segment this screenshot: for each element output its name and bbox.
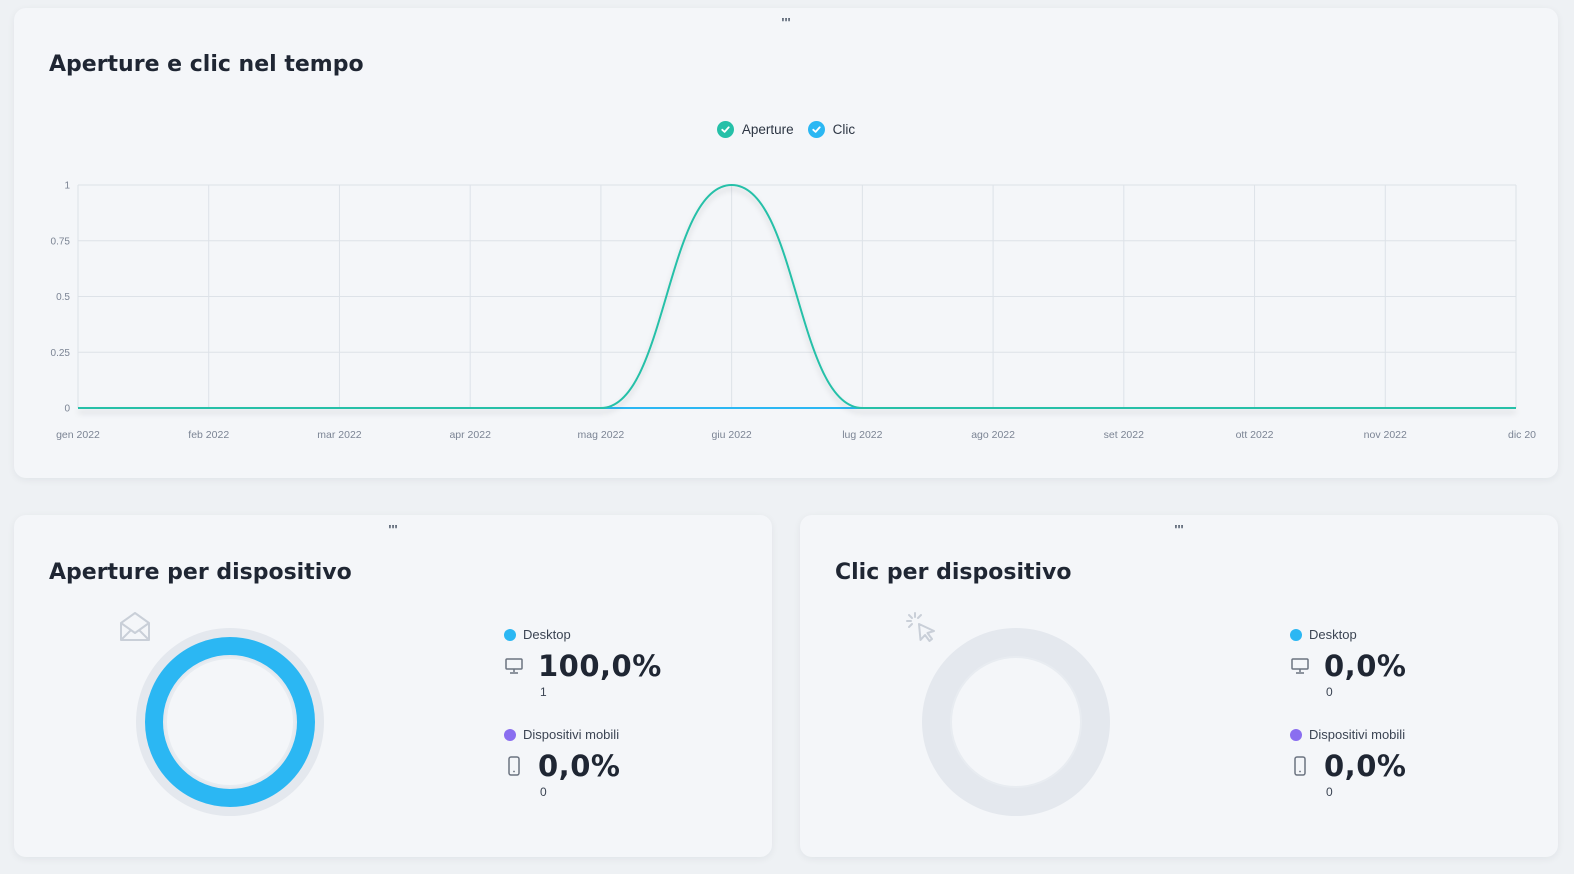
stat-count: 0 xyxy=(1326,785,1333,799)
stat-count: 0 xyxy=(1326,685,1333,699)
x-tick-label: mag 2022 xyxy=(578,429,625,441)
x-tick-label: giu 2022 xyxy=(711,429,751,441)
y-tick-label: 0 xyxy=(64,404,70,415)
x-tick-label: ago 2022 xyxy=(971,429,1015,441)
monitor-icon xyxy=(1290,655,1310,677)
check-icon xyxy=(716,121,734,138)
clicks-device-stats: Desktop 0,0% 0 Dispositivi mobili 0,0% xyxy=(1290,627,1530,827)
x-tick-label: set 2022 xyxy=(1104,429,1144,441)
phone-icon xyxy=(504,755,524,777)
drag-handle[interactable]: ''' xyxy=(1174,522,1184,537)
opens-device-stats: Desktop 100,0% 1 Dispositivi mobili 0,0% xyxy=(504,627,744,827)
legend-label: Aperture xyxy=(741,122,794,137)
y-tick-label: 0.25 xyxy=(51,348,71,359)
x-tick-label: nov 2022 xyxy=(1364,429,1407,441)
stat-percent: 0,0% xyxy=(1324,649,1407,683)
x-tick-label: apr 2022 xyxy=(449,429,491,441)
stat-label: Dispositivi mobili xyxy=(1309,727,1406,742)
x-tick-label: feb 2022 xyxy=(188,429,229,441)
cursor-click-icon xyxy=(906,612,935,642)
desktop-dot xyxy=(504,628,516,641)
mobile-dot xyxy=(504,728,516,741)
stat-percent: 0,0% xyxy=(538,749,621,783)
x-tick-label: mar 2022 xyxy=(317,429,362,441)
stat-percent: 0,0% xyxy=(1324,749,1407,783)
chart-legend: Aperture Clic xyxy=(14,121,1558,138)
timeline-title: Aperture e clic nel tempo xyxy=(49,52,364,77)
opens-by-device-card: ''' Aperture per dispositivo Desktop xyxy=(14,515,772,857)
stat-desktop: Desktop 100,0% 1 xyxy=(504,627,744,727)
opens-by-device-title: Aperture per dispositivo xyxy=(49,560,352,585)
stat-count: 1 xyxy=(540,685,547,699)
monitor-icon xyxy=(504,655,524,677)
clicks-by-device-card: ''' Clic per dispositivo Desktop 0,0% xyxy=(800,515,1558,857)
stat-label: Dispositivi mobili xyxy=(523,727,620,742)
stat-count: 0 xyxy=(540,785,547,799)
clicks-donut-chart[interactable] xyxy=(906,612,1111,817)
y-tick-label: 1 xyxy=(64,181,70,192)
x-tick-label: dic 20 xyxy=(1508,429,1536,441)
legend-label: Clic xyxy=(832,122,856,137)
x-tick-label: gen 2022 xyxy=(56,429,100,441)
stat-mobile: Dispositivi mobili 0,0% 0 xyxy=(504,727,744,827)
stat-mobile: Dispositivi mobili 0,0% 0 xyxy=(1290,727,1530,827)
drag-handle[interactable]: ''' xyxy=(781,15,791,30)
envelope-icon xyxy=(120,612,150,641)
timeline-card: ''' Aperture e clic nel tempo Aperture C… xyxy=(14,8,1558,478)
opens-ring-arc xyxy=(145,637,315,807)
stat-label: Desktop xyxy=(523,627,571,642)
clicks-by-device-title: Clic per dispositivo xyxy=(835,560,1072,585)
y-tick-label: 0.75 xyxy=(51,236,71,247)
series-line-aperture[interactable] xyxy=(78,183,1516,410)
x-tick-label: ott 2022 xyxy=(1236,429,1274,441)
drag-handle[interactable]: ''' xyxy=(388,522,398,537)
mobile-dot xyxy=(1290,728,1302,741)
opens-donut-chart[interactable] xyxy=(120,612,325,817)
stat-label: Desktop xyxy=(1309,627,1357,642)
phone-icon xyxy=(1290,755,1310,777)
desktop-dot xyxy=(1290,628,1302,641)
y-tick-label: 0.5 xyxy=(56,292,70,303)
stat-percent: 100,0% xyxy=(538,649,662,683)
check-icon xyxy=(807,121,825,138)
legend-item-clic[interactable]: Clic xyxy=(807,121,856,138)
stat-desktop: Desktop 0,0% 0 xyxy=(1290,627,1530,727)
x-tick-label: lug 2022 xyxy=(842,429,882,441)
legend-item-aperture[interactable]: Aperture xyxy=(716,121,794,138)
timeline-chart[interactable]: 0 0.25 0.5 0.75 1 gen 2022 feb 2022 mar 2022 apr… xyxy=(14,8,1558,478)
